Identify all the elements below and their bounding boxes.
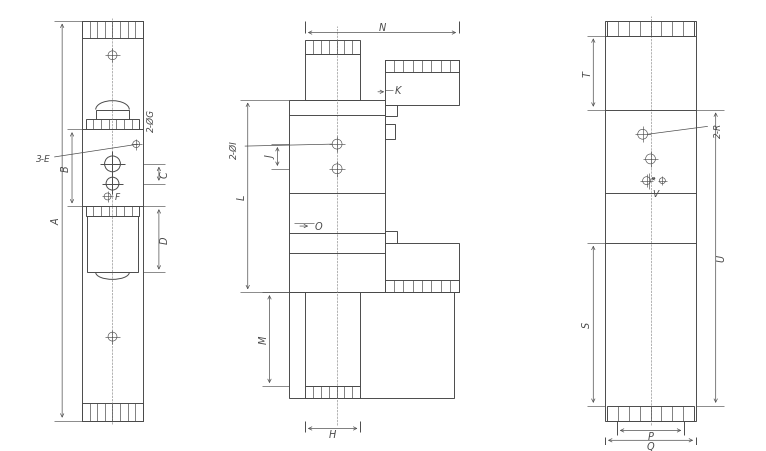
Bar (82, 22, 143, 421)
Text: N: N (378, 23, 385, 32)
Bar (385, 61, 459, 106)
Bar (305, 293, 360, 386)
Text: J: J (267, 156, 277, 159)
Bar (290, 293, 454, 398)
Text: 2-ØI: 2-ØI (230, 140, 239, 159)
Text: M: M (259, 335, 269, 344)
Bar (96, 110, 129, 120)
Bar (290, 101, 385, 293)
Text: O: O (315, 221, 322, 231)
Bar (385, 61, 459, 73)
Text: H: H (329, 429, 336, 439)
Bar (607, 22, 694, 37)
Text: U: U (717, 254, 727, 262)
Bar (305, 41, 360, 55)
Bar (305, 55, 360, 101)
Bar (385, 106, 397, 117)
Text: 2-ØG: 2-ØG (147, 109, 156, 132)
Bar (86, 207, 139, 217)
Bar (605, 22, 696, 421)
Bar (385, 231, 397, 243)
Bar (82, 403, 143, 421)
Bar (82, 22, 143, 39)
Text: 3-E: 3-E (37, 155, 51, 164)
Text: A: A (51, 218, 61, 225)
Text: F: F (114, 193, 119, 202)
Text: K: K (394, 86, 401, 96)
Text: V: V (653, 189, 659, 198)
Text: C: C (160, 171, 170, 178)
Text: L: L (237, 194, 247, 199)
Bar (385, 243, 459, 293)
Text: D: D (160, 236, 170, 244)
Text: Q: Q (647, 441, 654, 451)
Bar (385, 281, 459, 293)
Text: B: B (61, 165, 71, 172)
Text: 2-R: 2-R (714, 122, 723, 138)
Bar (87, 217, 138, 273)
Text: T: T (582, 70, 592, 76)
Text: S: S (582, 322, 592, 328)
Bar (86, 120, 139, 130)
Bar (385, 125, 394, 140)
Bar (305, 386, 360, 398)
Bar (607, 406, 694, 421)
Text: P: P (647, 432, 653, 442)
